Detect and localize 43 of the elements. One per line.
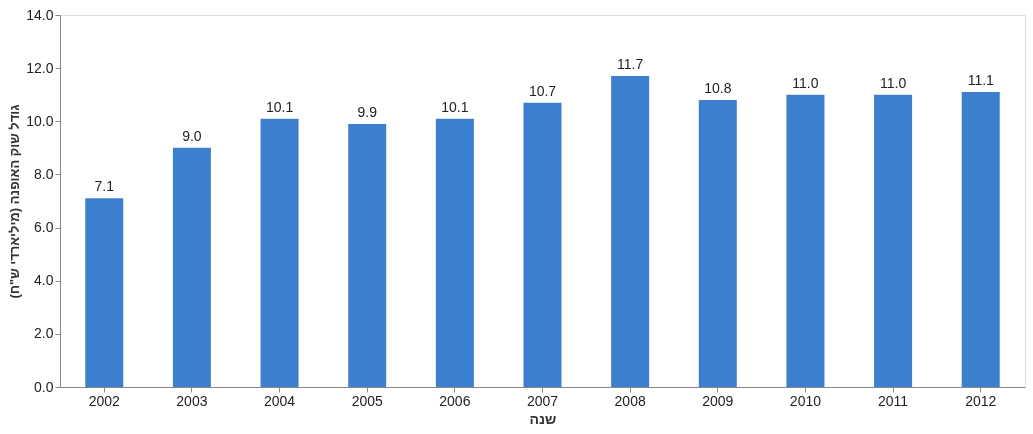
y-tick-label: 6.0 <box>34 219 54 236</box>
y-tick-label: 2.0 <box>34 325 54 342</box>
bar <box>435 118 474 387</box>
y-tick-label: 12.0 <box>26 59 54 76</box>
bar <box>260 118 299 387</box>
x-tick-label: 2007 <box>526 392 559 409</box>
bar <box>85 198 124 387</box>
y-tick-label: 10.0 <box>26 112 54 129</box>
bar <box>786 94 825 387</box>
data-label: 9.0 <box>182 127 202 144</box>
y-tick-label: 14.0 <box>26 6 54 23</box>
data-label: 11.0 <box>879 74 907 91</box>
bar <box>523 102 562 387</box>
data-label: 10.8 <box>704 80 732 97</box>
x-axis-title: שנה <box>529 410 557 427</box>
data-label: 9.9 <box>357 103 378 120</box>
x-tick-label: 2012 <box>965 392 997 409</box>
data-label: 10.7 <box>528 82 557 99</box>
data-label: 11.0 <box>792 74 819 91</box>
data-label: 11.7 <box>617 56 644 73</box>
x-tick-label: 2002 <box>88 392 121 409</box>
bar <box>698 100 737 387</box>
x-tick-label: 2004 <box>263 392 296 409</box>
x-tick-label: 2009 <box>702 392 734 409</box>
x-tick-label: 2005 <box>351 392 383 409</box>
x-tick-label: 2010 <box>789 392 822 409</box>
bar <box>348 123 387 387</box>
y-tick-label: 4.0 <box>34 272 54 289</box>
y-tick-label: 8.0 <box>34 165 54 182</box>
bar <box>172 147 211 387</box>
bar <box>961 92 1000 387</box>
data-label: 11.1 <box>967 72 995 89</box>
data-label: 10.1 <box>265 98 294 115</box>
x-tick-label: 2011 <box>878 392 909 409</box>
y-axis-title: גודל שוק האופנה (מיליארדי ש"ח) <box>7 104 23 299</box>
y-tick-label: 0.0 <box>34 378 54 395</box>
x-tick-label: 2006 <box>439 392 471 409</box>
x-tick-label: 2008 <box>614 392 646 409</box>
bar <box>874 94 913 387</box>
bar <box>611 76 650 387</box>
data-label: 7.1 <box>94 178 115 195</box>
x-tick-label: 2003 <box>176 392 208 409</box>
data-label: 10.1 <box>441 98 469 115</box>
